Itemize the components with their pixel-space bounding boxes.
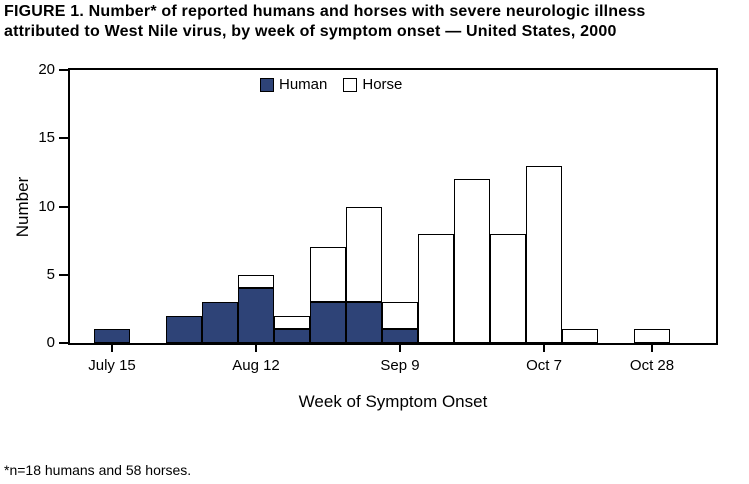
x-axis-title: Week of Symptom Onset (298, 392, 488, 411)
footnote: *n=18 humans and 58 horses. (4, 462, 192, 478)
bar-human-aug-12 (238, 288, 274, 343)
bar-human-aug-5 (202, 302, 238, 343)
bar-horse-sep-2 (346, 206, 382, 303)
bar-human-july-15 (94, 329, 130, 343)
bar-horse-sep-16 (418, 233, 454, 343)
bar-horse-aug-26 (310, 247, 346, 303)
legend: Human Horse (260, 76, 402, 93)
y-tick-5 (59, 273, 68, 276)
y-tick-15 (59, 137, 68, 140)
y-tick-label-5: 5 (46, 265, 55, 283)
bar-horse-aug-12 (238, 274, 274, 289)
bar-horse-sep-23 (454, 179, 490, 343)
x-tick-label-sep-9: Sep 9 (380, 357, 420, 374)
y-tick-20 (59, 69, 68, 71)
x-tick-label-oct-28: Oct 28 (629, 357, 675, 374)
y-tick-label-10: 10 (38, 197, 55, 215)
bar-human-sep-9 (382, 329, 418, 343)
bar-horse-sep-30 (490, 233, 526, 343)
legend-swatch-human-icon (260, 77, 274, 92)
bar-human-aug-19 (274, 329, 310, 343)
bar-human-aug-26 (310, 302, 346, 343)
bar-horse-oct-28 (634, 329, 670, 343)
bar-horse-aug-19 (274, 315, 310, 330)
figure-title-line-2: attributed to West Nile virus, by week o… (4, 23, 617, 40)
x-tick-oct-7 (543, 345, 545, 352)
x-tick-label-july-15: July 15 (88, 357, 136, 374)
x-tick-label-oct-7: Oct 7 (526, 357, 562, 374)
y-tick-label-15: 15 (38, 129, 55, 147)
legend-label-horse: Horse (362, 76, 403, 93)
x-tick-oct-28 (651, 345, 653, 352)
x-tick-sep-9 (399, 345, 401, 352)
bar-human-sep-2 (346, 302, 382, 343)
bar-horse-oct-14 (562, 329, 598, 343)
legend-item-horse: Horse (343, 76, 402, 93)
y-tick-label-20: 20 (38, 61, 55, 78)
x-tick-label-aug-12: Aug 12 (232, 357, 280, 374)
y-tick-label-0: 0 (46, 334, 55, 351)
legend-item-human: Human (260, 76, 327, 93)
figure-title-line-1: FIGURE 1. Number* of reported humans and… (4, 3, 646, 20)
x-tick-aug-12 (255, 345, 257, 352)
legend-label-human: Human (279, 76, 328, 93)
y-tick-0 (59, 342, 68, 344)
y-tick-10 (59, 205, 68, 208)
bar-horse-sep-9 (382, 302, 418, 330)
bar-horse-oct-7 (526, 165, 562, 343)
legend-swatch-horse-icon (343, 77, 358, 92)
bar-human-july-29 (166, 315, 202, 343)
x-tick-july-15 (111, 345, 113, 352)
plot-area: Human Horse (68, 68, 718, 345)
